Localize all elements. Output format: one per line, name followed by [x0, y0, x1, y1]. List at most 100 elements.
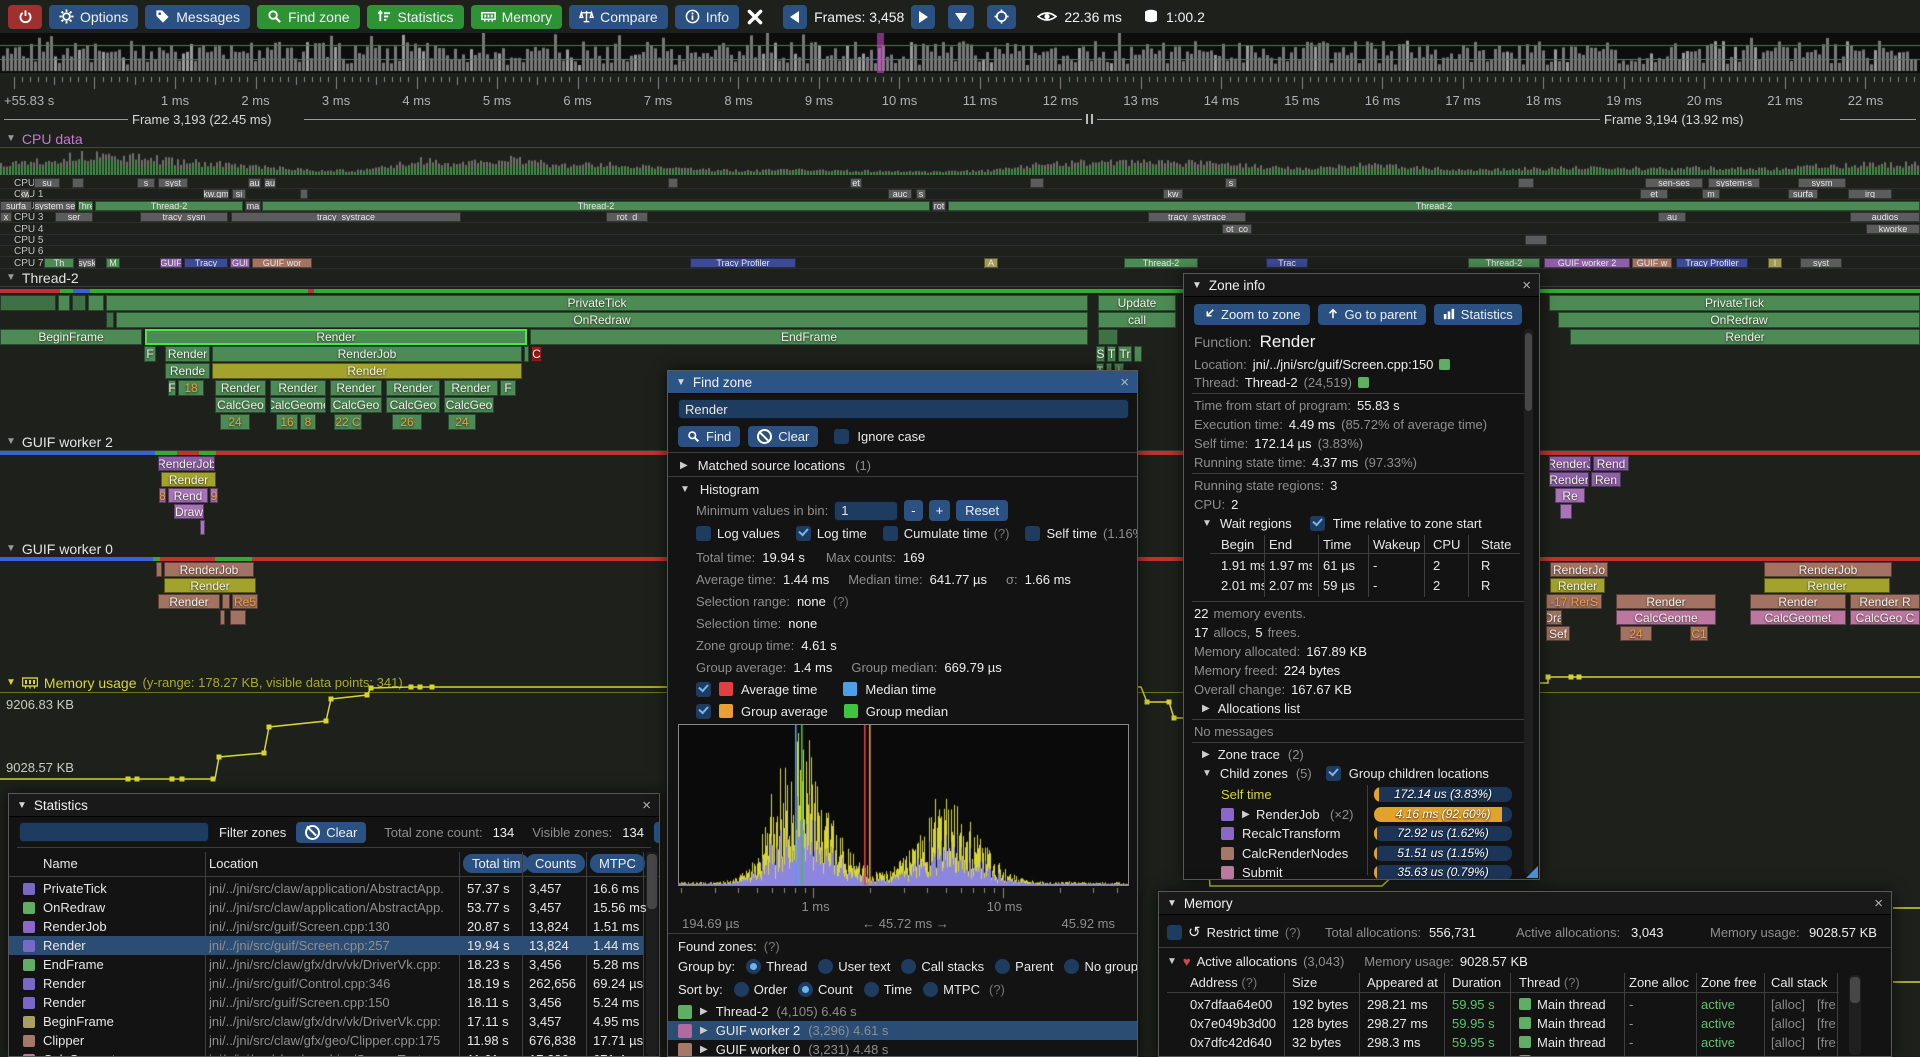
reset-button[interactable]: Reset: [956, 500, 1009, 521]
cpu-zone[interactable]: x: [0, 212, 12, 223]
sort-by-radio-mtpc[interactable]: [923, 981, 939, 997]
clear-button[interactable]: Clear: [748, 426, 819, 447]
timeline-zone[interactable]: [156, 562, 162, 577]
cpu-zone[interactable]: syst: [1800, 257, 1842, 268]
timeline-zone[interactable]: CalcGeome: [270, 397, 326, 413]
cpu-zone[interactable]: M: [106, 257, 120, 268]
zoom-to-zone-button[interactable]: Zoom to zone: [1194, 303, 1310, 325]
close-icon[interactable]: ×: [642, 796, 651, 814]
cpu-zone[interactable]: si: [232, 189, 246, 200]
allocation-row[interactable]: 0x7dfaa64e00 192 bytes 298.21 ms 59.95 s Mai…: [1159, 995, 1847, 1014]
cpu-zone[interactable]: au: [1658, 212, 1686, 223]
expand-icon[interactable]: ▶: [680, 459, 688, 471]
cpu-zone[interactable]: et: [1640, 189, 1668, 200]
time-bar[interactable]: 172.14 us (3.83%): [1374, 787, 1512, 802]
child-zone-row[interactable]: RecalcTransform 72.92 us (1.62%): [1184, 824, 1524, 843]
cpu-zone[interactable]: au: [264, 178, 276, 188]
cpu-zone[interactable]: Thread-2: [95, 200, 243, 211]
timeline-zone[interactable]: Render: [330, 380, 382, 396]
timeline-zone[interactable]: 16: [276, 414, 298, 430]
cpu-zone[interactable]: GUIF w: [1632, 257, 1672, 268]
cpu-zone[interactable]: [1030, 178, 1044, 188]
timeline-zone[interactable]: Re5: [232, 594, 258, 609]
child-zone-row[interactable]: Self time 172.14 us (3.83%): [1184, 785, 1524, 804]
table-row[interactable]: Render jni/../jni/src/guif/Screen.cpp:257…: [9, 936, 643, 955]
child-zone-row[interactable]: CalcRenderNodes 51.51 us (1.15%): [1184, 844, 1524, 863]
collapse-icon[interactable]: ▼: [1202, 517, 1212, 529]
group-by-radio-call-stacks[interactable]: [901, 958, 917, 974]
timeline-zone[interactable]: F: [168, 380, 176, 396]
timeline-zone[interactable]: Render: [165, 346, 210, 362]
cpu-zone[interactable]: Trac: [1266, 257, 1308, 268]
thread-color-chip[interactable]: [1357, 376, 1369, 388]
cpu-zone[interactable]: surfa: [1788, 189, 1818, 200]
child-zone-row[interactable]: Submit 35.63 us (0.79%): [1184, 863, 1524, 879]
found-zone-group[interactable]: ▶ Thread-2 (4,105) 6.46 s: [668, 1002, 1137, 1021]
cpu-zone[interactable]: su: [34, 178, 60, 188]
timeline-zone[interactable]: PrivateTick: [1549, 295, 1920, 311]
timeline-zone[interactable]: [88, 295, 104, 311]
timeline-zone[interactable]: 24: [1620, 626, 1652, 641]
cpu-zone[interactable]: [668, 178, 678, 188]
timeline-zone[interactable]: Render R: [1850, 594, 1920, 609]
self-time-checkbox[interactable]: [1025, 525, 1041, 541]
sort-by-radio-order[interactable]: [733, 981, 749, 997]
cpu-zone[interactable]: GUI: [230, 257, 250, 268]
timeline-zone[interactable]: S: [1096, 346, 1105, 362]
cpu-zone[interactable]: Th: [44, 257, 74, 268]
cpu-zone[interactable]: [72, 178, 84, 188]
time-relative-checkbox[interactable]: [1309, 515, 1325, 531]
cpu-zone[interactable]: s: [916, 189, 926, 200]
statistics-button[interactable]: Statistics: [366, 4, 464, 29]
timeline-zone[interactable]: F: [500, 380, 516, 396]
timeline-zone[interactable]: RenderJob: [212, 346, 522, 362]
cpu-zone[interactable]: rot_d: [606, 212, 648, 223]
timeline-zone[interactable]: Render: [444, 380, 498, 396]
collapse-icon[interactable]: ▼: [1167, 955, 1177, 967]
cpu-zone[interactable]: Tracy Profiler: [690, 257, 796, 268]
cumulate-time-checkbox[interactable]: [882, 525, 898, 541]
cpu-zone[interactable]: I: [1768, 257, 1782, 268]
timeline-zone[interactable]: [1098, 329, 1118, 345]
cpu-zone[interactable]: ser: [55, 212, 93, 223]
cpu-zone[interactable]: kw: [20, 189, 30, 200]
timeline-zone[interactable]: Render: [158, 594, 220, 609]
next-frame-button[interactable]: [911, 4, 936, 29]
time-bar[interactable]: 72.92 us (1.62%): [1374, 826, 1512, 841]
filter-zones-input[interactable]: [19, 822, 209, 842]
cpu-zone[interactable]: m: [1702, 189, 1720, 200]
cpu-zone[interactable]: auc: [888, 189, 912, 200]
go-to-parent-button[interactable]: Go to parent: [1317, 303, 1426, 325]
log-time-checkbox[interactable]: [795, 525, 811, 541]
timeline-zone[interactable]: BeginFrame: [0, 329, 142, 345]
timeline-zone[interactable]: [0, 295, 56, 311]
cpu-zone[interactable]: [300, 189, 308, 200]
timeline-zone[interactable]: OnRedraw: [116, 312, 1088, 328]
sort-by-radio-count[interactable]: [798, 981, 814, 997]
timeline-zone[interactable]: EndFrame: [530, 329, 1088, 345]
compare-button[interactable]: Compare: [569, 4, 668, 29]
allocation-row[interactable]: 0x7dfc42d640 32 bytes 298.3 ms 59.95 s Main …: [1159, 1033, 1847, 1052]
timeline-zone[interactable]: PrivateTick: [106, 295, 1088, 311]
timeline-zone[interactable]: Draw: [174, 504, 204, 519]
cpu-zone[interactable]: rot: [932, 200, 946, 211]
frame-overview[interactable]: [0, 33, 1920, 73]
allocation-row[interactable]: 0x7dfc53d898 8 bytes 298.34 ms 59.95 s Main …: [1159, 1052, 1847, 1056]
cpu-zone[interactable]: s: [137, 178, 155, 188]
timeline-zone[interactable]: 9: [210, 488, 218, 503]
timeline-zone[interactable]: Render: [270, 380, 326, 396]
cpu-zone[interactable]: surfa: [0, 200, 32, 211]
cpu-data-header[interactable]: ▼ CPU data: [6, 130, 83, 147]
cpu-zone[interactable]: ma: [245, 200, 261, 211]
cpu-zone[interactable]: irq: [1848, 189, 1892, 200]
table-row[interactable]: CalcGeometry jni/../jni/src/claw/graphics…: [9, 1050, 643, 1056]
cpu-zone[interactable]: Thread-2: [262, 200, 930, 211]
timeline-zone[interactable]: 22 C: [334, 414, 362, 430]
time-bar[interactable]: 35.63 us (0.79%): [1374, 865, 1512, 879]
cpu-zone[interactable]: tracy_sysn: [140, 212, 228, 223]
cpu-zone[interactable]: GUIF wor: [252, 257, 312, 268]
timeline-zone[interactable]: Dra: [1546, 610, 1562, 625]
timeline-zone[interactable]: 18: [178, 380, 204, 396]
timeline-zone[interactable]: CalcGeomet: [1750, 610, 1846, 625]
cpu-zone[interactable]: kw.gm: [203, 189, 229, 200]
